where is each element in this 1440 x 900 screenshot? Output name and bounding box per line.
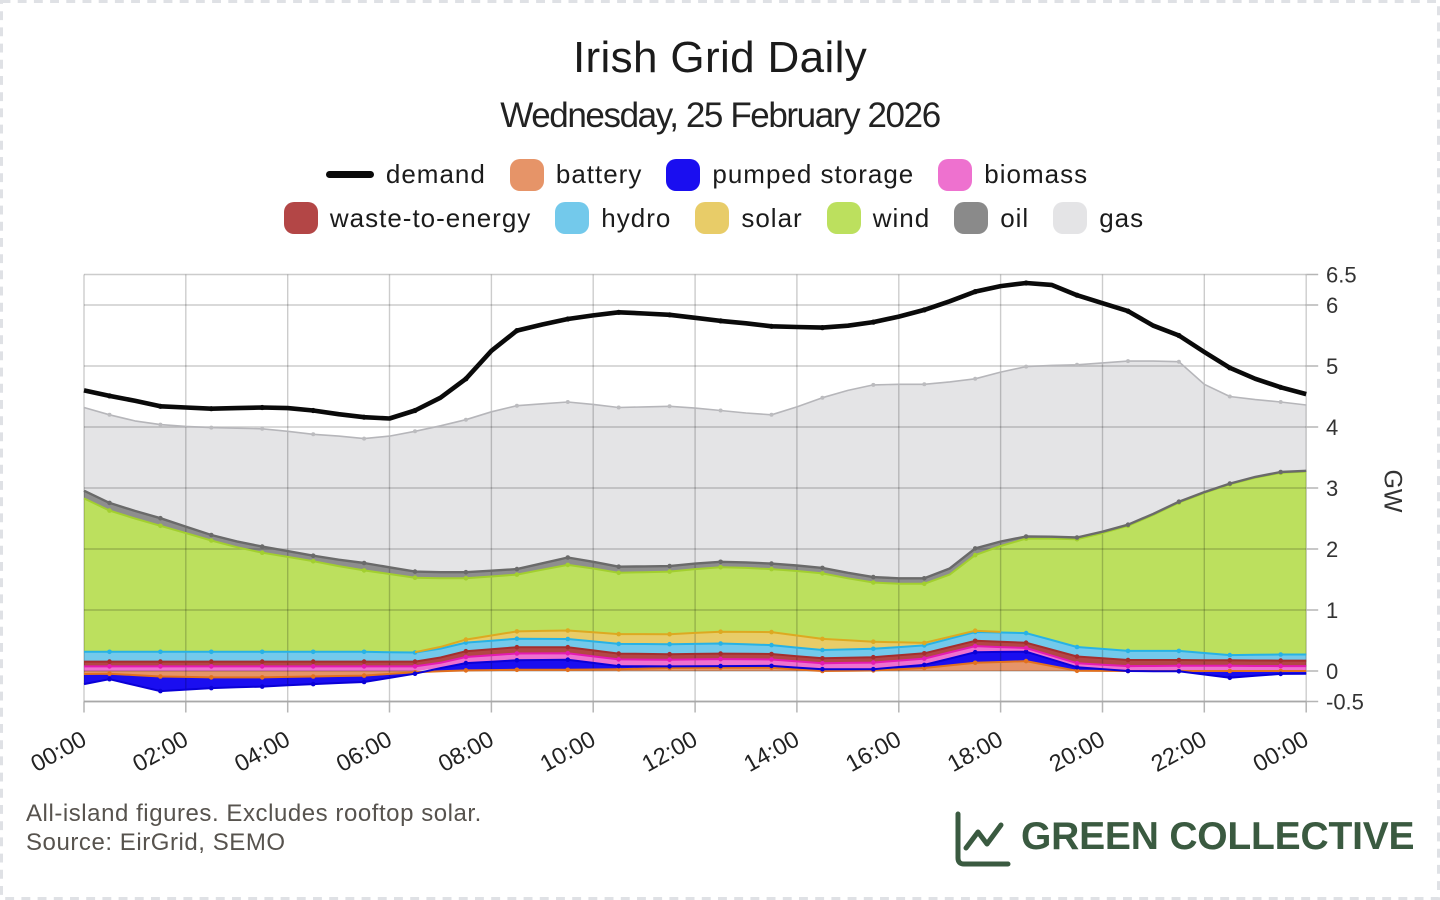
svg-text:6: 6 [1326, 293, 1338, 318]
svg-text:16:00: 16:00 [841, 726, 905, 777]
svg-text:08:00: 08:00 [434, 726, 498, 777]
svg-text:18:00: 18:00 [943, 726, 1007, 777]
svg-text:1: 1 [1326, 598, 1338, 623]
svg-text:-0.5: -0.5 [1326, 690, 1364, 715]
svg-text:00:00: 00:00 [1249, 726, 1313, 777]
svg-text:04:00: 04:00 [230, 726, 294, 777]
svg-text:3: 3 [1326, 476, 1338, 501]
svg-text:0: 0 [1326, 659, 1338, 684]
svg-text:22:00: 22:00 [1147, 726, 1211, 777]
svg-text:5: 5 [1326, 354, 1338, 379]
svg-text:12:00: 12:00 [637, 726, 701, 777]
svg-text:4: 4 [1326, 415, 1338, 440]
svg-text:20:00: 20:00 [1045, 726, 1109, 777]
svg-text:00:00: 00:00 [26, 726, 90, 777]
svg-text:06:00: 06:00 [332, 726, 396, 777]
svg-text:6.5: 6.5 [1326, 263, 1357, 288]
svg-text:14:00: 14:00 [739, 726, 803, 777]
svg-text:10:00: 10:00 [536, 726, 600, 777]
svg-text:2: 2 [1326, 537, 1338, 562]
svg-text:GW: GW [1379, 469, 1407, 512]
svg-text:02:00: 02:00 [128, 726, 192, 777]
